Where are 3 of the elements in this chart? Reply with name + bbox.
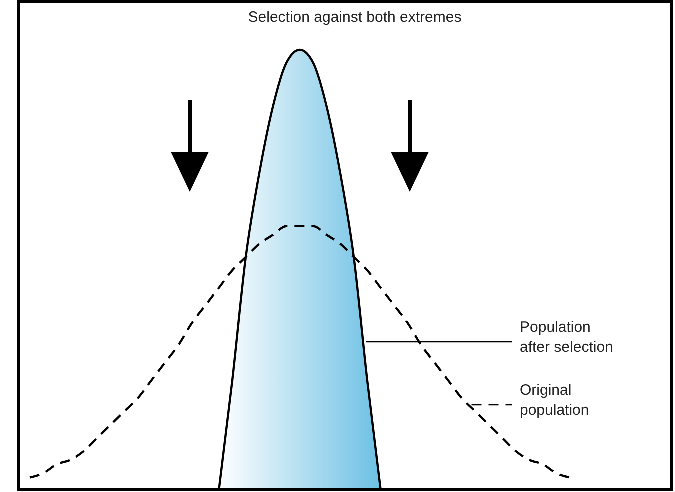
chart-title: Selection against both extremes xyxy=(248,9,462,26)
text: Population after selection xyxy=(520,319,614,356)
legend-label: Original population xyxy=(520,382,590,419)
